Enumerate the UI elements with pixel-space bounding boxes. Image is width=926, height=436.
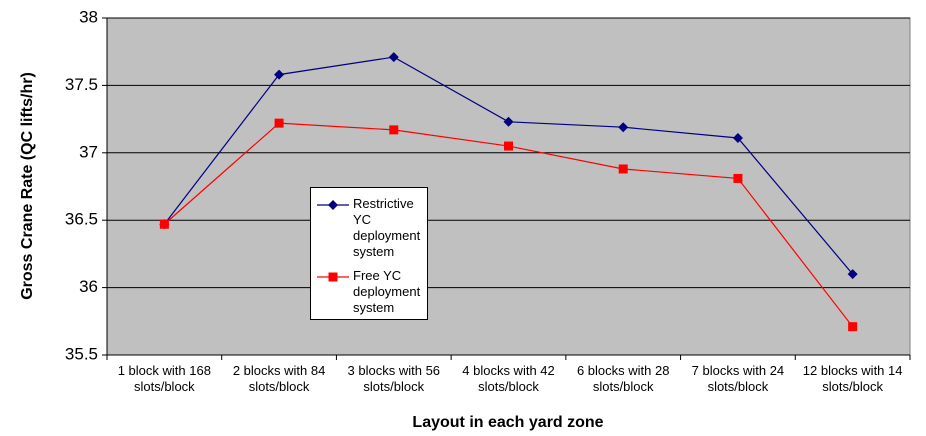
marker (504, 141, 513, 151)
marker (159, 219, 169, 229)
legend-entry: Restrictive YC deployment system (311, 196, 427, 260)
marker (274, 118, 284, 128)
y-tick-label: 37.5 (65, 75, 98, 94)
x-tick-label: 6 blocks with 28 slots/block (576, 363, 670, 394)
x-tick-label: 2 blocks with 84 slots/block (232, 363, 326, 394)
legend: Restrictive YC deployment system Free YC … (310, 187, 428, 320)
x-tick-label: 3 blocks with 56 slots/block (347, 363, 441, 394)
marker (274, 69, 285, 80)
x-tick-label: 7 blocks with 24 slots/block (691, 363, 785, 394)
y-tick-label: 38 (79, 7, 98, 26)
legend-swatch (317, 200, 349, 210)
y-tick-label: 36 (79, 277, 98, 296)
marker (732, 132, 743, 143)
legend-entry: Free YC deployment system (311, 268, 427, 316)
marker (389, 125, 399, 135)
marker (848, 322, 858, 332)
y-axis-title: Gross Crane Rate (QC lifts/hr) (19, 72, 36, 300)
x-tick-label: 12 blocks with 14 slots/block (802, 363, 903, 394)
x-tick-label: 1 block with 168 slots/block (117, 363, 211, 394)
marker (847, 269, 858, 280)
y-tick-label: 37 (79, 142, 98, 161)
marker (328, 272, 338, 282)
x-tick-label: 4 blocks with 42 slots/block (462, 363, 555, 394)
y-tick-label: 36.5 (65, 210, 98, 229)
x-axis-title: Layout in each yard zone (412, 414, 603, 431)
marker (733, 173, 743, 183)
marker (328, 200, 338, 210)
plot-area (106, 17, 911, 356)
marker (388, 52, 399, 63)
legend-label: Restrictive YC deployment system (353, 196, 421, 259)
legend-label: Free YC deployment system (353, 268, 421, 315)
y-tick-label: 35.5 (65, 344, 98, 363)
marker (503, 116, 514, 127)
marker (618, 122, 629, 133)
legend-swatch (317, 272, 349, 282)
marker (618, 164, 628, 174)
